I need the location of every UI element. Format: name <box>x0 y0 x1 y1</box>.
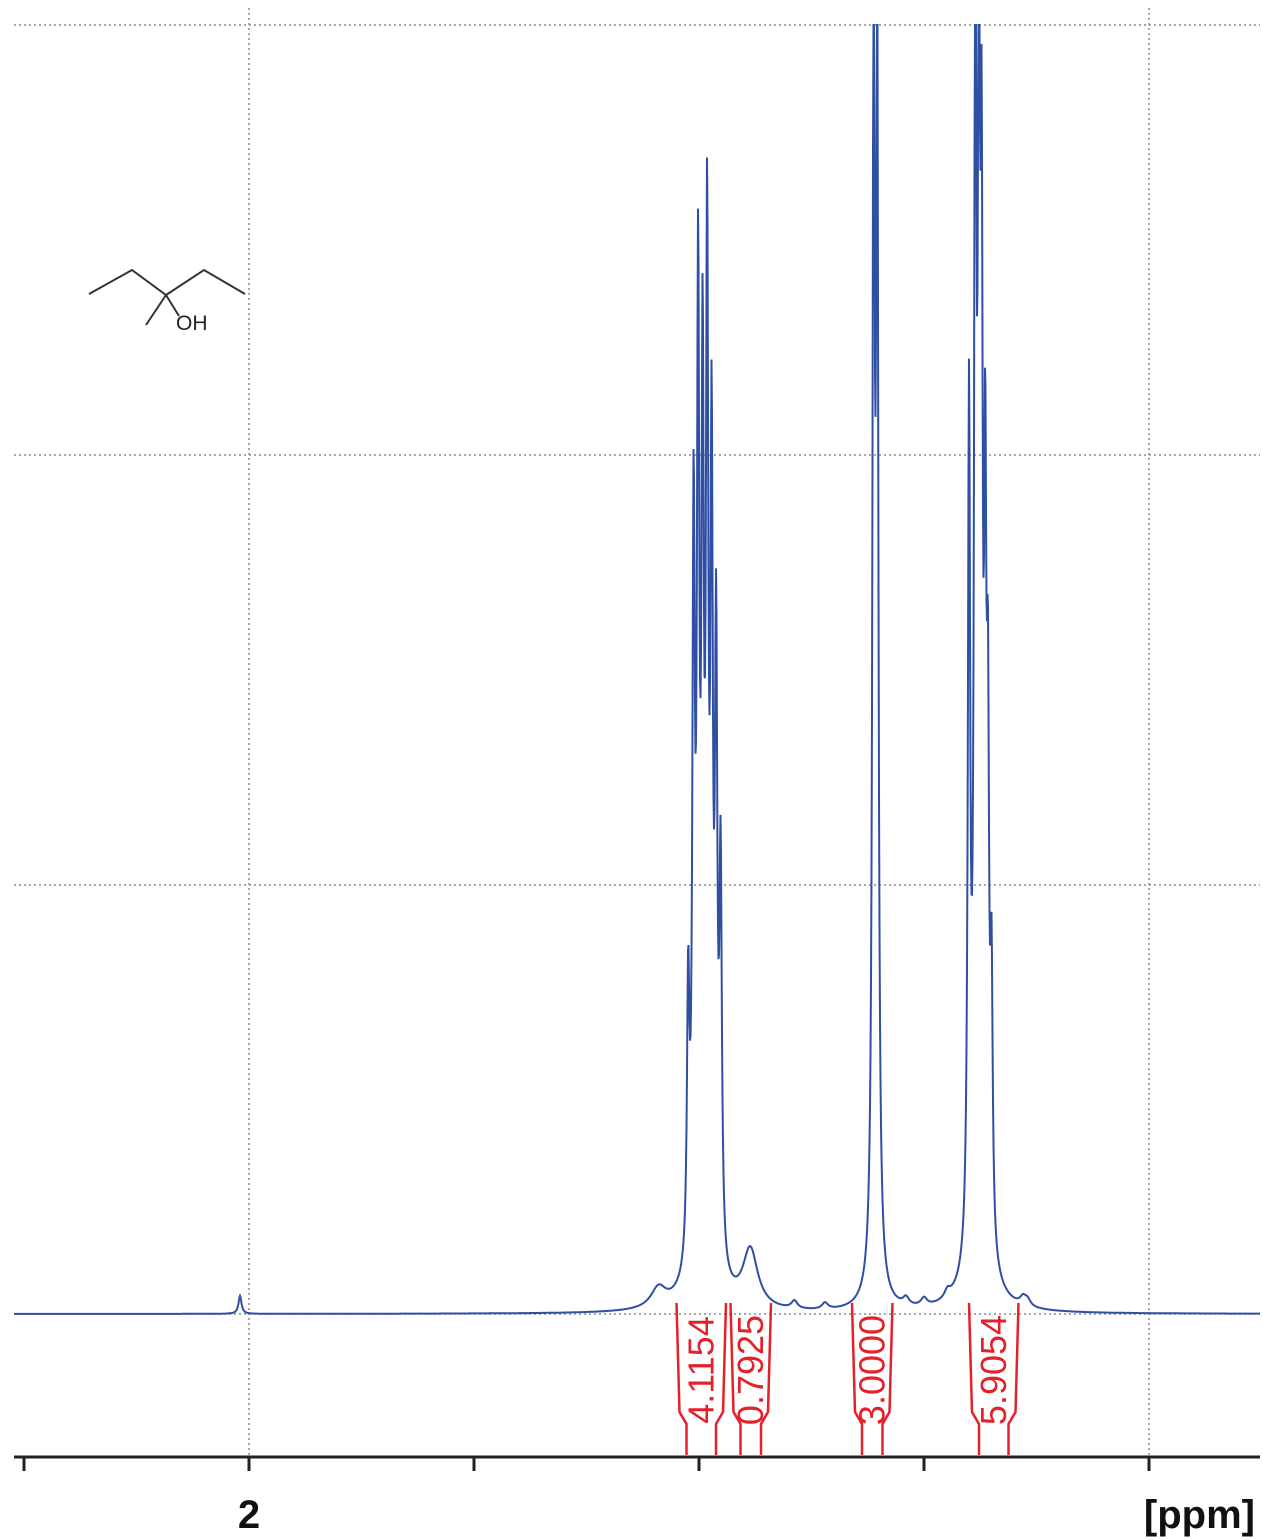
integral-bracket-left <box>967 1302 981 1455</box>
integral-value-label: 0.7925 <box>730 1315 771 1425</box>
integral-region: 0.7925 <box>729 1302 773 1455</box>
integral-value-label: 5.9054 <box>973 1315 1014 1425</box>
integral-regions: 4.1154 0.7925 3.0000 5.9054 <box>675 1302 1020 1455</box>
x-axis-ticks: 2 <box>22 1457 1151 1537</box>
integral-value-label: 3.0000 <box>851 1315 892 1425</box>
integral-bracket-left <box>850 1302 864 1455</box>
integral-bracket-right <box>1007 1302 1020 1455</box>
integral-value-label: 4.1154 <box>680 1316 721 1423</box>
x-axis-unit-label: [ppm] <box>1144 1493 1255 1537</box>
x-axis-tick-label: 2 <box>238 1493 260 1537</box>
molecule-oh-label: OH <box>176 312 208 335</box>
molecule-skeleton <box>88 268 246 297</box>
integral-bracket-right <box>759 1302 773 1455</box>
molecule-structure: OH <box>88 268 246 335</box>
spectrum-trace <box>14 24 1260 1315</box>
integral-region: 5.9054 <box>967 1302 1020 1455</box>
molecule-oh-bond <box>165 294 180 317</box>
molecule-methyl-bond <box>145 294 167 326</box>
grid-lines <box>14 8 1260 1455</box>
integral-bracket-right <box>714 1302 728 1455</box>
integral-region: 3.0000 <box>850 1302 894 1455</box>
integral-bracket-left <box>729 1302 742 1455</box>
integral-bracket-right <box>881 1302 894 1455</box>
integral-region: 4.1154 <box>675 1302 728 1455</box>
integral-bracket-left <box>675 1302 688 1455</box>
